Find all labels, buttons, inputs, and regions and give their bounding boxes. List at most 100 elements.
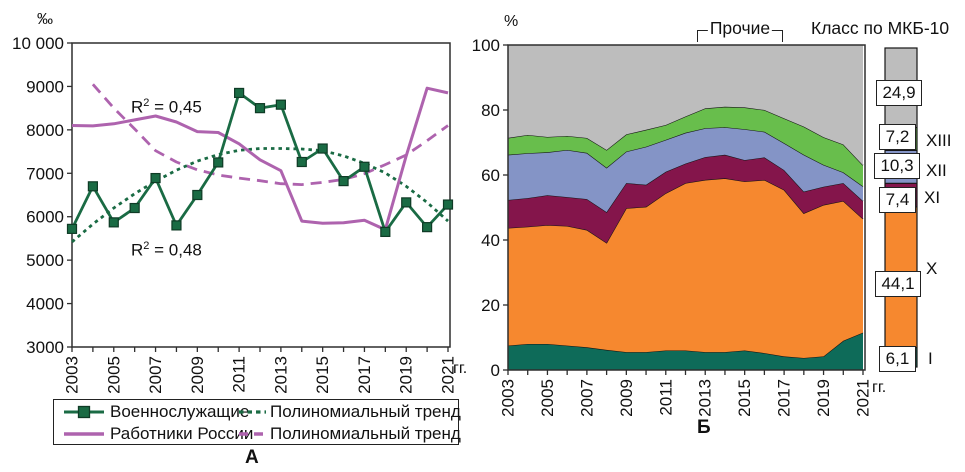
legend-label-trend-green: Полиномиальный тренд <box>270 402 461 422</box>
chart-b-xtick-label: 2019 <box>814 379 833 417</box>
legend-label-trend-purple: Полиномиальный тренд <box>270 424 461 444</box>
prochie-bracket-label: Прочие <box>707 18 773 38</box>
data-point-marker <box>380 226 391 238</box>
chart-b-axes: 0 20 40 60 80 100 2003 2005 2007 2009 2011 2013 2015… <box>472 36 873 417</box>
chart-b-ytick-label: 20 <box>481 296 500 315</box>
chart-b-xtick-label: 2007 <box>577 379 596 417</box>
chart-b-ytick-label: 100 <box>472 36 500 55</box>
chart-b-xtick-label: 2013 <box>696 379 715 417</box>
chart-b-xtick-label: 2017 <box>775 379 794 417</box>
data-point-marker <box>275 99 286 110</box>
area-Прочие <box>508 45 863 166</box>
green-dotted-line-swatch <box>239 410 266 414</box>
chart-b-y-unit-label: % <box>504 13 519 30</box>
data-point-marker <box>129 202 140 214</box>
chart-b-frame <box>507 44 866 371</box>
class-label-x: X <box>926 259 938 278</box>
legend-row-1: Военнослужащие Полиномиальный тренд <box>62 401 461 423</box>
chart-a-ytick-label: 7000 <box>26 164 64 183</box>
chart-b-xtick-label: 2015 <box>735 379 754 417</box>
bar-value-xi: 7,4 <box>879 187 916 213</box>
r2-base: R <box>131 97 144 117</box>
area-XII <box>508 127 863 213</box>
chart-a-xtick-label: 2019 <box>397 356 416 394</box>
bar-value-x: 44,1 <box>875 271 921 297</box>
data-point-marker <box>442 199 454 210</box>
legend-item-trend-green: Полиномиальный тренд <box>238 403 461 421</box>
chart-a-xtick-label: 2021 <box>439 356 458 394</box>
chart-a-plot-area <box>71 42 451 348</box>
legend-item-workers: Работники России <box>62 425 253 443</box>
r2-rest: = 0,45 <box>149 97 202 117</box>
chart-a-x-unit-label: гг. <box>453 360 468 377</box>
r2-rest: = 0,48 <box>149 240 202 260</box>
legend-item-military: Военнослужащие <box>62 403 249 421</box>
chart-b-ytick-label: 60 <box>481 166 500 185</box>
series-trend-workers <box>91 83 449 186</box>
chart-b-ytick-label: 0 <box>491 361 500 380</box>
chart-a-ytick-label: 3000 <box>26 338 64 357</box>
area-X <box>508 178 863 358</box>
data-point-marker <box>401 197 412 208</box>
data-point-marker <box>254 103 266 114</box>
chart-a-y-unit-label: ‰ <box>37 11 53 28</box>
chart-a-xtick-label: 2007 <box>146 356 165 394</box>
chart-b-xtick-label: 2003 <box>499 379 518 417</box>
mkb10-class-title: Класс по МКБ-10 <box>811 18 950 38</box>
data-point-marker <box>359 161 370 172</box>
data-point-marker <box>317 143 328 154</box>
chart-a-xtick-label: 2013 <box>271 356 290 394</box>
data-point-marker <box>87 181 98 192</box>
data-point-marker <box>234 87 245 99</box>
data-point-marker <box>171 220 182 231</box>
chart-a-ytick-label: 8000 <box>26 121 64 140</box>
data-point-marker <box>213 157 224 168</box>
data-point-marker <box>108 217 119 228</box>
purple-solid-line-swatch <box>64 432 104 436</box>
series-military <box>66 87 454 238</box>
class-label-xii: XII <box>926 161 947 180</box>
data-point-marker <box>296 156 307 168</box>
area-XI <box>508 154 863 243</box>
chart-b-xtick-label: 2021 <box>854 379 873 417</box>
class-label-xi: XI <box>924 188 941 207</box>
legend-row-2: Работники России Полиномиальный тренд <box>62 423 461 445</box>
chart-a-xtick-label: 2009 <box>188 356 207 394</box>
chart-b-xtick-label: 2011 <box>656 379 675 416</box>
legend-item-trend-purple: Полиномиальный тренд <box>238 425 461 443</box>
chart-a-legend: Военнослужащие Полиномиальный тренд Рабо… <box>53 399 461 445</box>
r2-base: R <box>131 240 144 260</box>
class-label-xiii: XIII <box>926 131 952 150</box>
bar-value-xiii: 7,2 <box>879 124 916 150</box>
chart-a-xtick-label: 2005 <box>104 356 123 394</box>
prochie-bracket: Прочие <box>697 19 783 42</box>
area-I <box>508 332 863 370</box>
chart-a-xtick-label: 2011 <box>230 356 249 393</box>
panel-b-label: Б <box>697 417 711 438</box>
legend-label-military: Военнослужащие <box>110 402 250 422</box>
chart-a-ytick-label: 9000 <box>26 77 64 96</box>
chart-b-xtick-label: 2005 <box>538 379 557 417</box>
chart-b-ytick-label: 40 <box>481 231 500 250</box>
chart-a-ytick-label: 10 000 <box>12 34 64 53</box>
data-point-marker <box>66 223 78 234</box>
class-label-i: I <box>928 349 933 368</box>
data-point-marker <box>192 189 203 201</box>
data-point-marker <box>338 176 349 187</box>
chart-a-xtick-label: 2003 <box>63 356 82 394</box>
area-XIII <box>508 106 863 187</box>
bar-value-xii: 10,3 <box>874 153 920 179</box>
chart-a-annotation-r2-workers: R2 = 0,45 <box>131 97 202 117</box>
chart-b-ytick-label: 80 <box>481 101 500 120</box>
panel-a-label: А <box>245 447 259 468</box>
r2-sup: 2 <box>143 97 150 109</box>
chart-b-areas <box>507 45 864 370</box>
r2-sup: 2 <box>143 240 150 252</box>
data-point-marker <box>422 222 433 233</box>
legend-label-workers: Работники России <box>110 424 254 444</box>
chart-b-x-unit-label: гг. <box>872 379 887 396</box>
chart-a-xtick-label: 2015 <box>313 356 332 394</box>
